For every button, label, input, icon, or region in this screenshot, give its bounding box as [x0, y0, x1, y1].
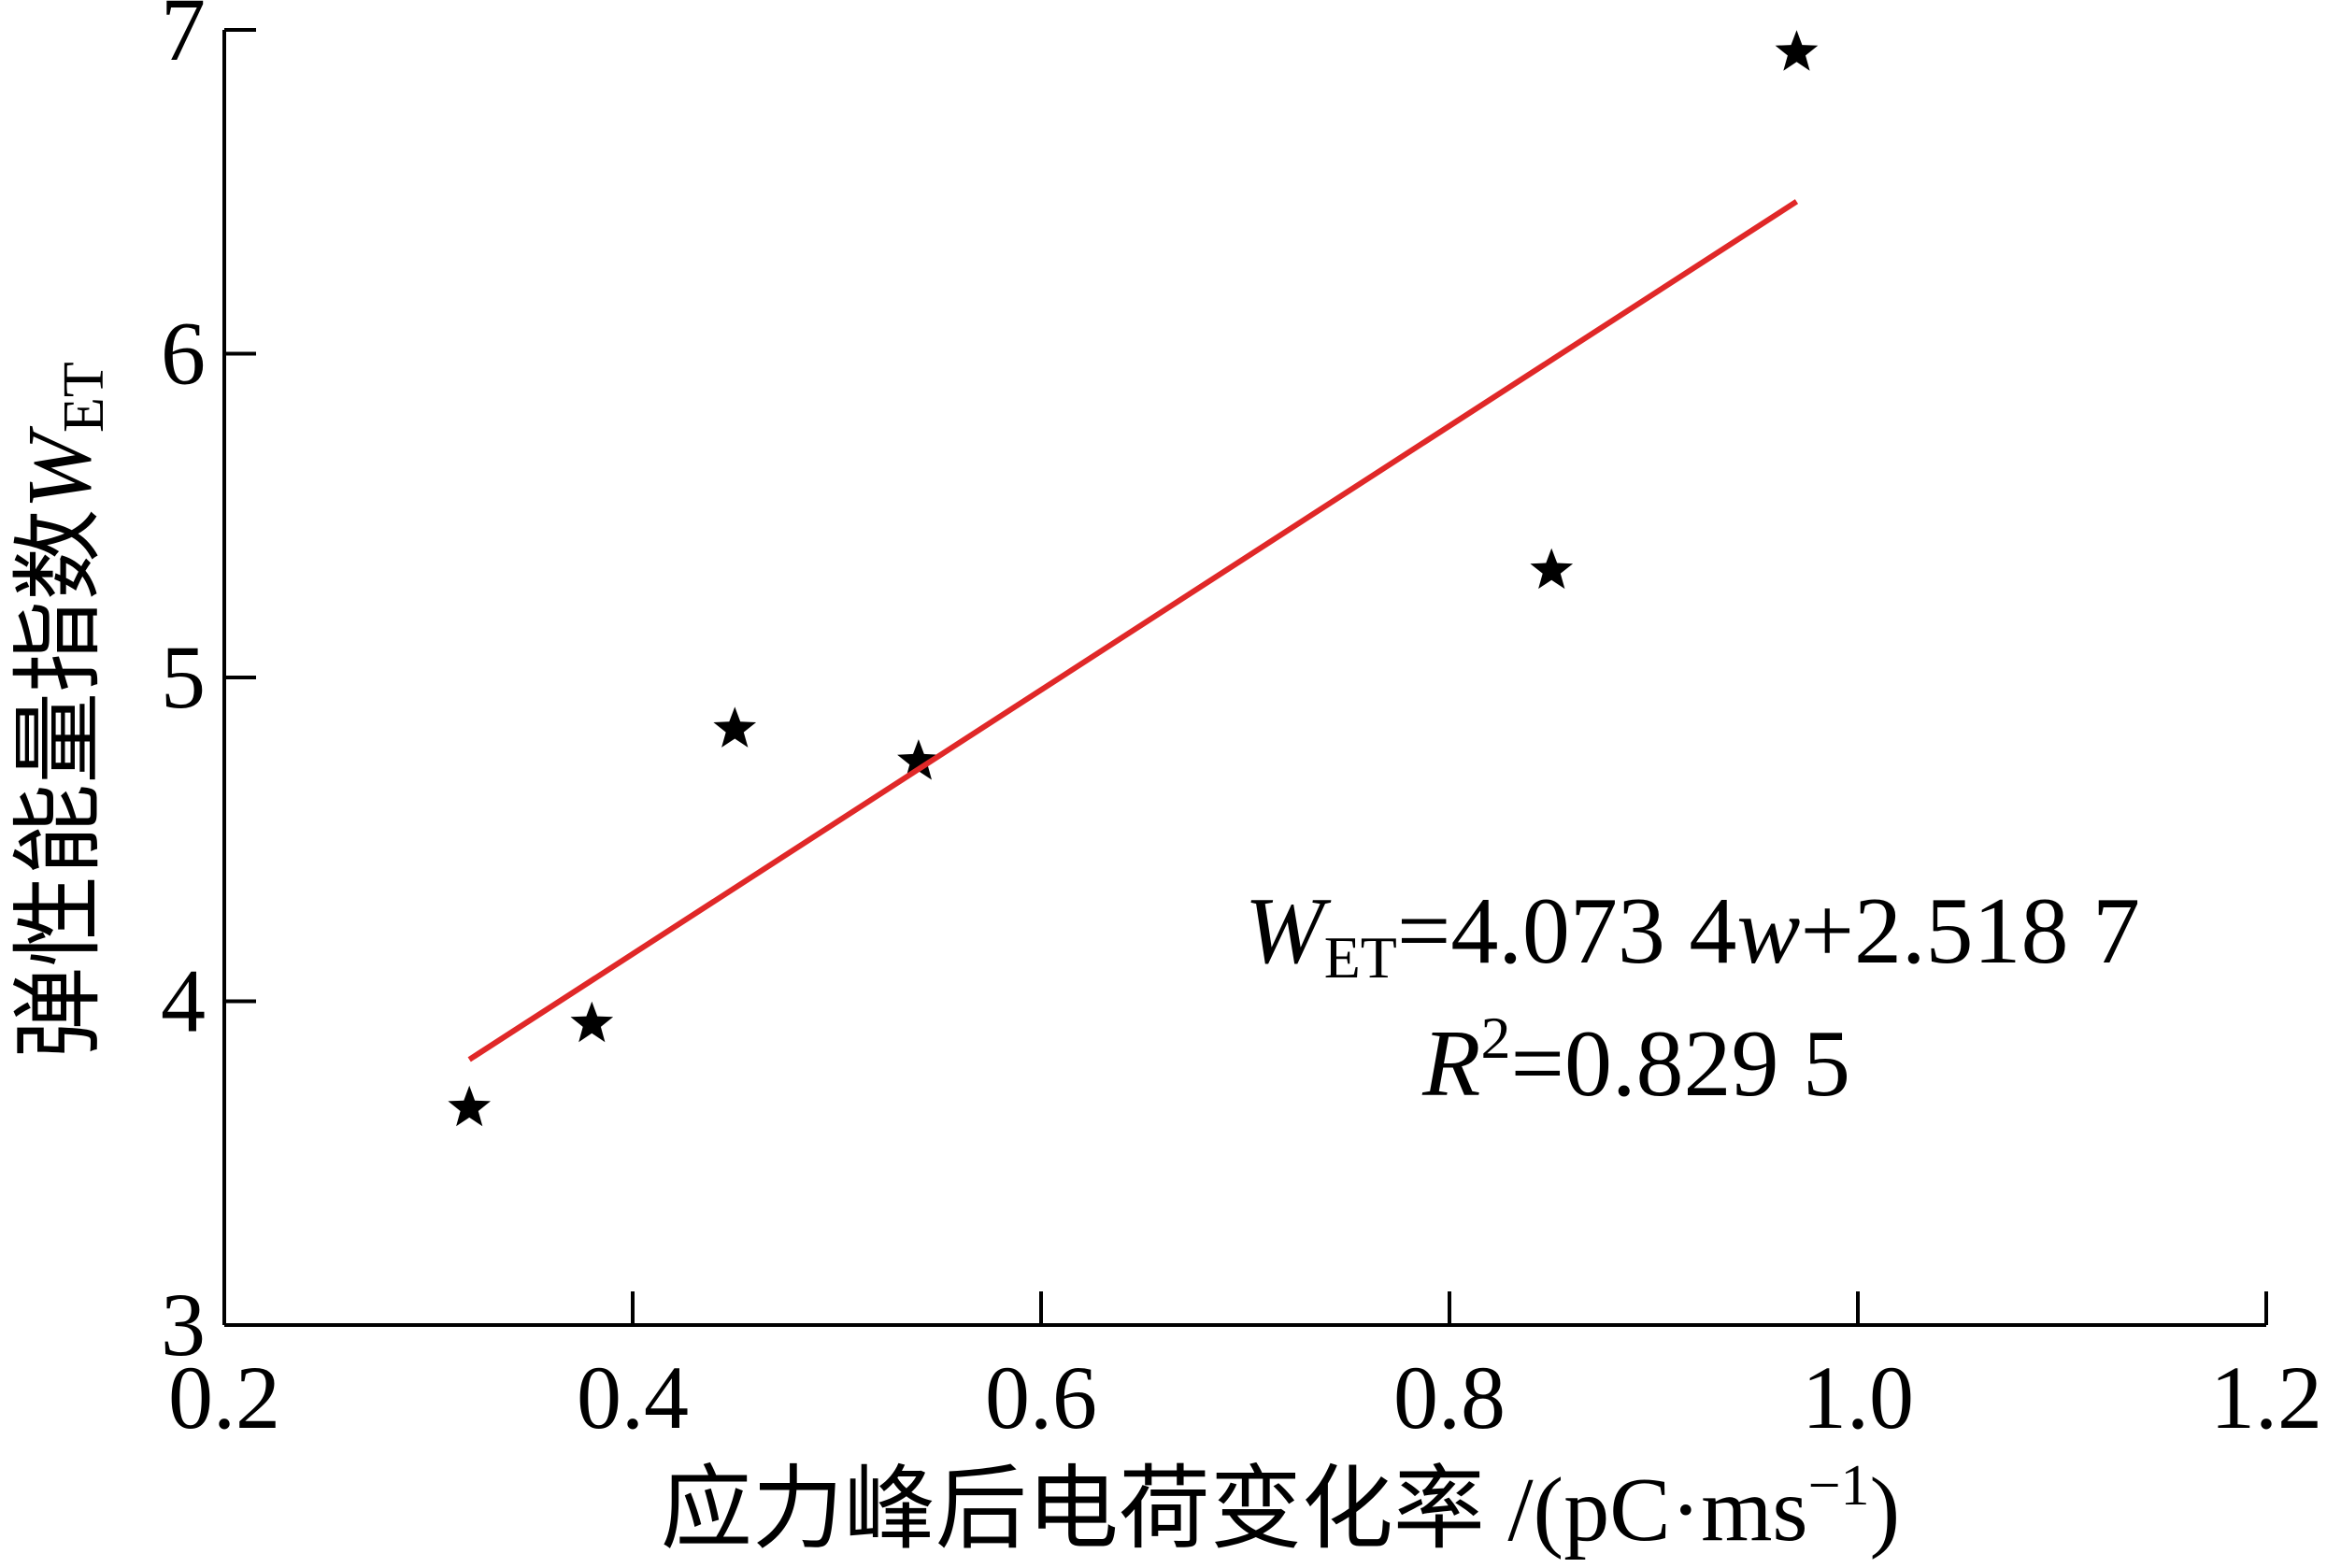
eq-subscript: ET — [1324, 924, 1397, 991]
y-label-text: 弹性能量指数 — [9, 509, 110, 1059]
x-label-superscript: −1 — [1808, 1454, 1870, 1518]
data-point — [713, 706, 757, 748]
data-point — [570, 1001, 614, 1043]
eq-coef: =4.073 4 — [1397, 878, 1737, 984]
x-tick-label: 1.0 — [1802, 1347, 1914, 1447]
y-axis-label: 弹性能量指数WET — [9, 362, 116, 1058]
x-axis-label: 应力峰后电荷变化率 /(pC·ms−1) — [661, 1454, 1900, 1561]
x-tick-label: 0.6 — [985, 1347, 1097, 1447]
y-tick-label: 5 — [161, 627, 206, 727]
y-label-symbol: W — [9, 425, 110, 509]
y-label-subscript: ET — [52, 362, 116, 433]
eq-symbol: W — [1245, 878, 1332, 984]
data-point — [897, 739, 940, 780]
x-tick-label: 0.8 — [1393, 1347, 1506, 1447]
eq-intercept: +2.518 7 — [1800, 878, 2140, 984]
y-tick-label: 4 — [161, 951, 206, 1051]
data-point — [448, 1085, 491, 1127]
y-tick-label: 7 — [161, 0, 206, 79]
x-label-text: 应力峰后电荷变化率 /(pC·ms — [661, 1460, 1808, 1561]
x-tick-label: 0.4 — [577, 1347, 689, 1447]
data-point — [1775, 30, 1819, 71]
r2-value: =0.829 5 — [1510, 1011, 1850, 1117]
data-point — [1530, 548, 1574, 590]
x-label-tail: ) — [1870, 1460, 1901, 1561]
y-tick-label: 6 — [161, 304, 206, 404]
y-tick-label: 3 — [161, 1275, 206, 1375]
equation: WET=4.073 4w+2.518 7 — [1245, 878, 2140, 991]
x-tick-label: 0.2 — [168, 1347, 280, 1447]
x-tick-label: 1.2 — [2210, 1347, 2322, 1447]
r2-superscript: 2 — [1480, 1005, 1510, 1071]
fit-line — [467, 199, 1799, 1062]
r2-symbol: R — [1421, 1011, 1480, 1117]
r-squared: R2=0.829 5 — [1421, 1005, 1850, 1117]
eq-variable: w — [1736, 878, 1800, 984]
